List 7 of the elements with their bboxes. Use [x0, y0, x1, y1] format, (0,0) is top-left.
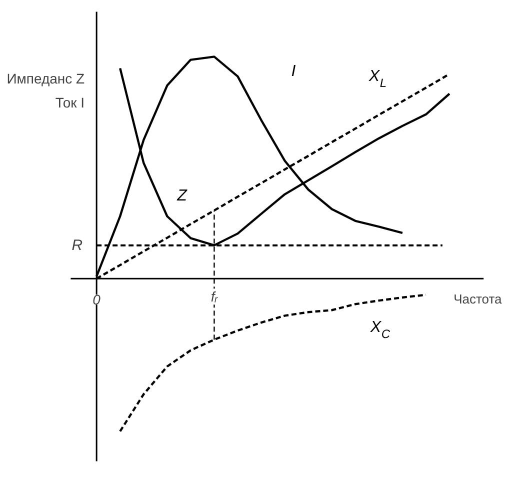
x-tick-label: 0: [92, 292, 101, 308]
series-label: Z: [176, 187, 188, 204]
text: I: [291, 63, 296, 80]
ref-line-label: R: [72, 236, 83, 254]
x-tick-label: fᵣ: [210, 288, 219, 305]
y-axis-title: Импеданс Z Ток I: [6, 70, 86, 111]
x-axis-title: Частота: [454, 292, 503, 307]
